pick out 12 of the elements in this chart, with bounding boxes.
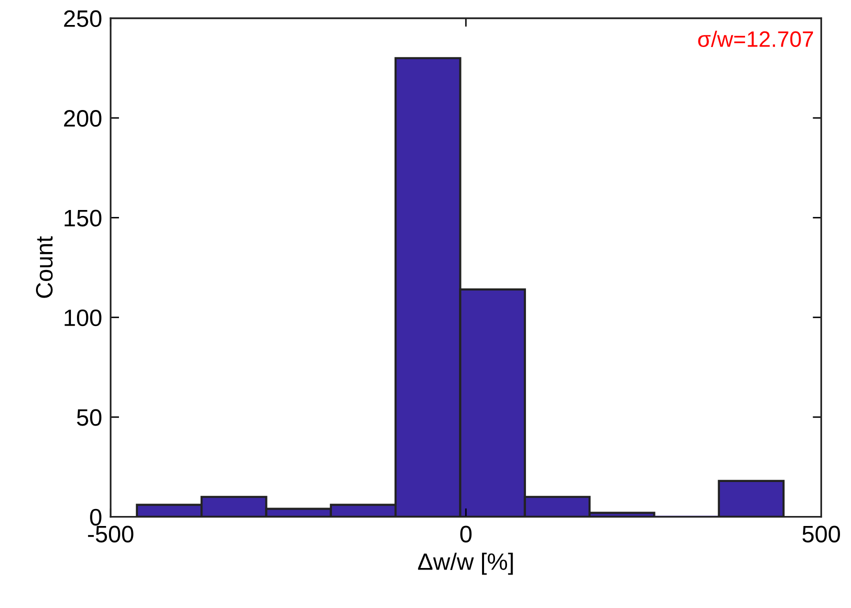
annotation: σ/w=12.707 [698,30,813,48]
x-axis-title: Δw/w [%] [418,552,513,575]
x-tick-label: 0 [460,526,472,542]
y-tick-label: 200 [64,110,102,127]
y-axis-title: Count [36,236,53,298]
y-tick-label: 150 [64,210,102,226]
y-tick-label: 0 [90,508,102,526]
y-tick-label: 250 [64,10,102,28]
x-tick-label: -500 [88,526,134,542]
y-tick-label: 50 [76,409,102,426]
y-tick-label: 100 [64,309,102,326]
x-tick-label: 500 [802,526,840,542]
